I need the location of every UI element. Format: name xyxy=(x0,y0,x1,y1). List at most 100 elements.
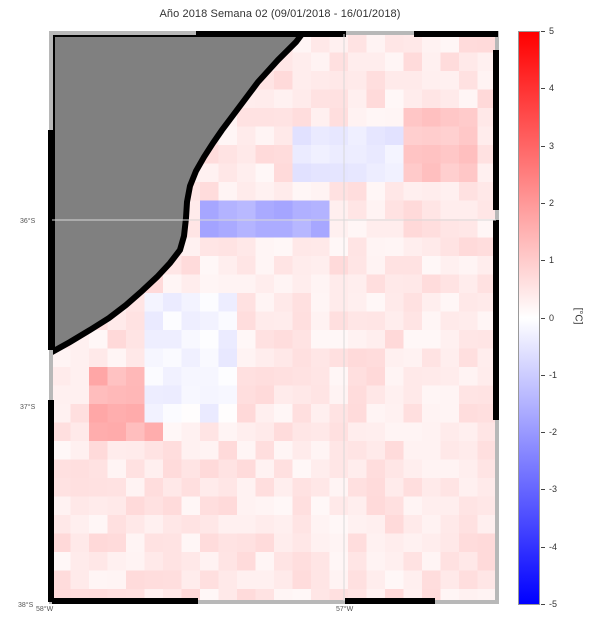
anomaly-cell xyxy=(274,422,293,441)
anomaly-cell xyxy=(440,52,459,71)
anomaly-cell xyxy=(366,145,385,164)
anomaly-cell xyxy=(163,311,182,330)
anomaly-cell xyxy=(200,570,219,589)
anomaly-cell xyxy=(348,330,367,349)
anomaly-cell xyxy=(477,219,496,238)
anomaly-cell xyxy=(218,219,237,238)
anomaly-cell xyxy=(403,385,422,404)
anomaly-cell xyxy=(218,256,237,275)
anomaly-cell xyxy=(107,552,126,571)
anomaly-cell xyxy=(292,385,311,404)
anomaly-cell xyxy=(255,478,274,497)
anomaly-cell xyxy=(422,52,441,71)
anomaly-cell xyxy=(422,385,441,404)
anomaly-cell xyxy=(366,163,385,182)
anomaly-cell xyxy=(403,89,422,108)
anomaly-cell xyxy=(237,182,256,201)
anomaly-cell xyxy=(459,71,478,90)
anomaly-cell xyxy=(440,182,459,201)
anomaly-cell xyxy=(89,533,108,552)
anomaly-cell xyxy=(274,89,293,108)
anomaly-cell xyxy=(292,182,311,201)
anomaly-cell xyxy=(329,311,348,330)
anomaly-cell xyxy=(477,71,496,90)
anomaly-cell xyxy=(126,385,145,404)
anomaly-cell xyxy=(366,570,385,589)
anomaly-cell xyxy=(440,126,459,145)
anomaly-cell xyxy=(292,126,311,145)
anomaly-cell xyxy=(311,533,330,552)
anomaly-cell xyxy=(163,533,182,552)
anomaly-cell xyxy=(477,570,496,589)
anomaly-cell xyxy=(329,533,348,552)
anomaly-cell xyxy=(422,274,441,293)
anomaly-cell xyxy=(348,71,367,90)
anomaly-cell xyxy=(440,478,459,497)
anomaly-cell xyxy=(311,163,330,182)
anomaly-cell xyxy=(477,163,496,182)
anomaly-cell xyxy=(181,274,200,293)
anomaly-cell xyxy=(329,182,348,201)
anomaly-cell xyxy=(403,422,422,441)
anomaly-cell xyxy=(181,237,200,256)
anomaly-cell xyxy=(255,348,274,367)
anomaly-cell xyxy=(385,367,404,386)
anomaly-cell xyxy=(200,441,219,460)
anomaly-cell xyxy=(477,422,496,441)
anomaly-cell xyxy=(255,200,274,219)
anomaly-cell xyxy=(255,459,274,478)
anomaly-cell xyxy=(459,108,478,127)
anomaly-cell xyxy=(459,441,478,460)
colorbar-units-label: [°C] xyxy=(572,307,584,325)
anomaly-cell xyxy=(440,348,459,367)
anomaly-cell xyxy=(255,108,274,127)
anomaly-cell xyxy=(459,515,478,534)
anomaly-cell xyxy=(403,256,422,275)
anomaly-cell xyxy=(459,293,478,312)
anomaly-cell xyxy=(274,237,293,256)
anomaly-cell xyxy=(181,330,200,349)
anomaly-cell xyxy=(385,348,404,367)
anomaly-cell xyxy=(200,589,219,601)
anomaly-cell xyxy=(70,552,89,571)
anomaly-cell xyxy=(477,274,496,293)
anomaly-cell xyxy=(255,274,274,293)
anomaly-cell xyxy=(144,459,163,478)
anomaly-cell xyxy=(440,404,459,423)
anomaly-cell xyxy=(89,385,108,404)
anomaly-cell xyxy=(274,441,293,460)
anomaly-cell xyxy=(385,52,404,71)
anomaly-cell xyxy=(329,52,348,71)
anomaly-cell xyxy=(385,237,404,256)
anomaly-cell xyxy=(385,219,404,238)
anomaly-cell xyxy=(89,348,108,367)
anomaly-cell xyxy=(292,311,311,330)
anomaly-cell xyxy=(329,34,348,53)
anomaly-cell xyxy=(237,589,256,601)
anomaly-cell xyxy=(218,496,237,515)
colorbar-tick xyxy=(541,145,545,147)
anomaly-cell xyxy=(200,348,219,367)
anomaly-cell xyxy=(329,108,348,127)
anomaly-cell xyxy=(311,311,330,330)
anomaly-cell xyxy=(274,293,293,312)
colorbar-tick-label: 1 xyxy=(549,255,555,266)
anomaly-cell xyxy=(440,515,459,534)
anomaly-cell xyxy=(126,515,145,534)
anomaly-cell xyxy=(459,145,478,164)
anomaly-cell xyxy=(218,293,237,312)
anomaly-cell xyxy=(52,533,71,552)
anomaly-cell xyxy=(144,441,163,460)
anomaly-cell xyxy=(144,404,163,423)
anomaly-cell xyxy=(311,459,330,478)
anomaly-cell xyxy=(311,348,330,367)
anomaly-cell xyxy=(292,348,311,367)
anomaly-cell xyxy=(181,367,200,386)
anomaly-cell xyxy=(237,311,256,330)
anomaly-cell xyxy=(107,570,126,589)
anomaly-cell xyxy=(459,478,478,497)
anomaly-cell xyxy=(348,293,367,312)
anomaly-cell xyxy=(477,459,496,478)
anomaly-cell xyxy=(274,219,293,238)
anomaly-cell xyxy=(440,589,459,601)
